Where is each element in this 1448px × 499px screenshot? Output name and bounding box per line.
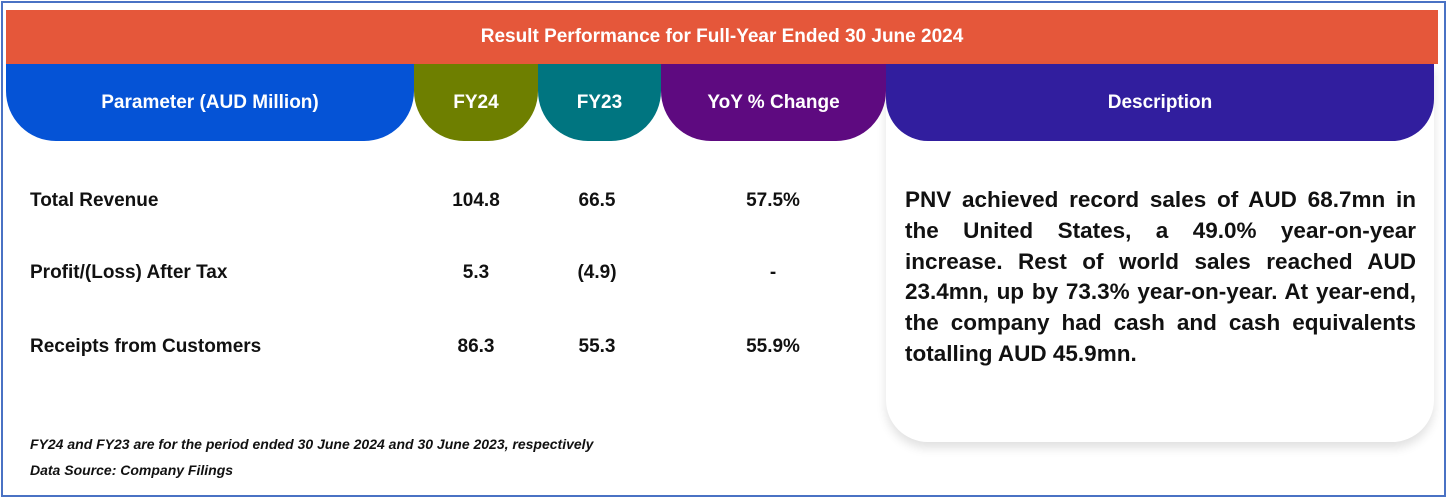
fy23-value: (4.9): [577, 262, 617, 283]
header-fy23: FY23: [538, 64, 661, 141]
header-fy24: FY24: [414, 64, 538, 141]
header-parameter: Parameter (AUD Million): [6, 64, 414, 141]
header-yoy: YoY % Change: [661, 64, 886, 141]
title-banner: Result Performance for Full-Year Ended 3…: [6, 10, 1438, 64]
fy24-value: 104.8: [452, 190, 500, 211]
fy23-value: 66.5: [578, 190, 616, 211]
header-description: Description: [886, 64, 1434, 141]
row-label: Profit/(Loss) After Tax: [30, 262, 228, 283]
row-label: Total Revenue: [30, 190, 159, 211]
footnote-source: Data Source: Company Filings: [30, 462, 234, 478]
yoy-value: -: [769, 262, 777, 283]
fy24-value: 5.3: [462, 262, 490, 283]
description-text: PNV achieved record sales of AUD 68.7mn …: [905, 187, 1416, 366]
fy23-value: 55.3: [578, 336, 616, 357]
yoy-value: 57.5%: [746, 190, 800, 211]
footnote-period: FY24 and FY23 are for the period ended 3…: [30, 436, 594, 452]
row-label: Receipts from Customers: [30, 336, 262, 357]
yoy-value: 55.9%: [746, 336, 800, 357]
fy24-value: 86.3: [457, 336, 495, 357]
